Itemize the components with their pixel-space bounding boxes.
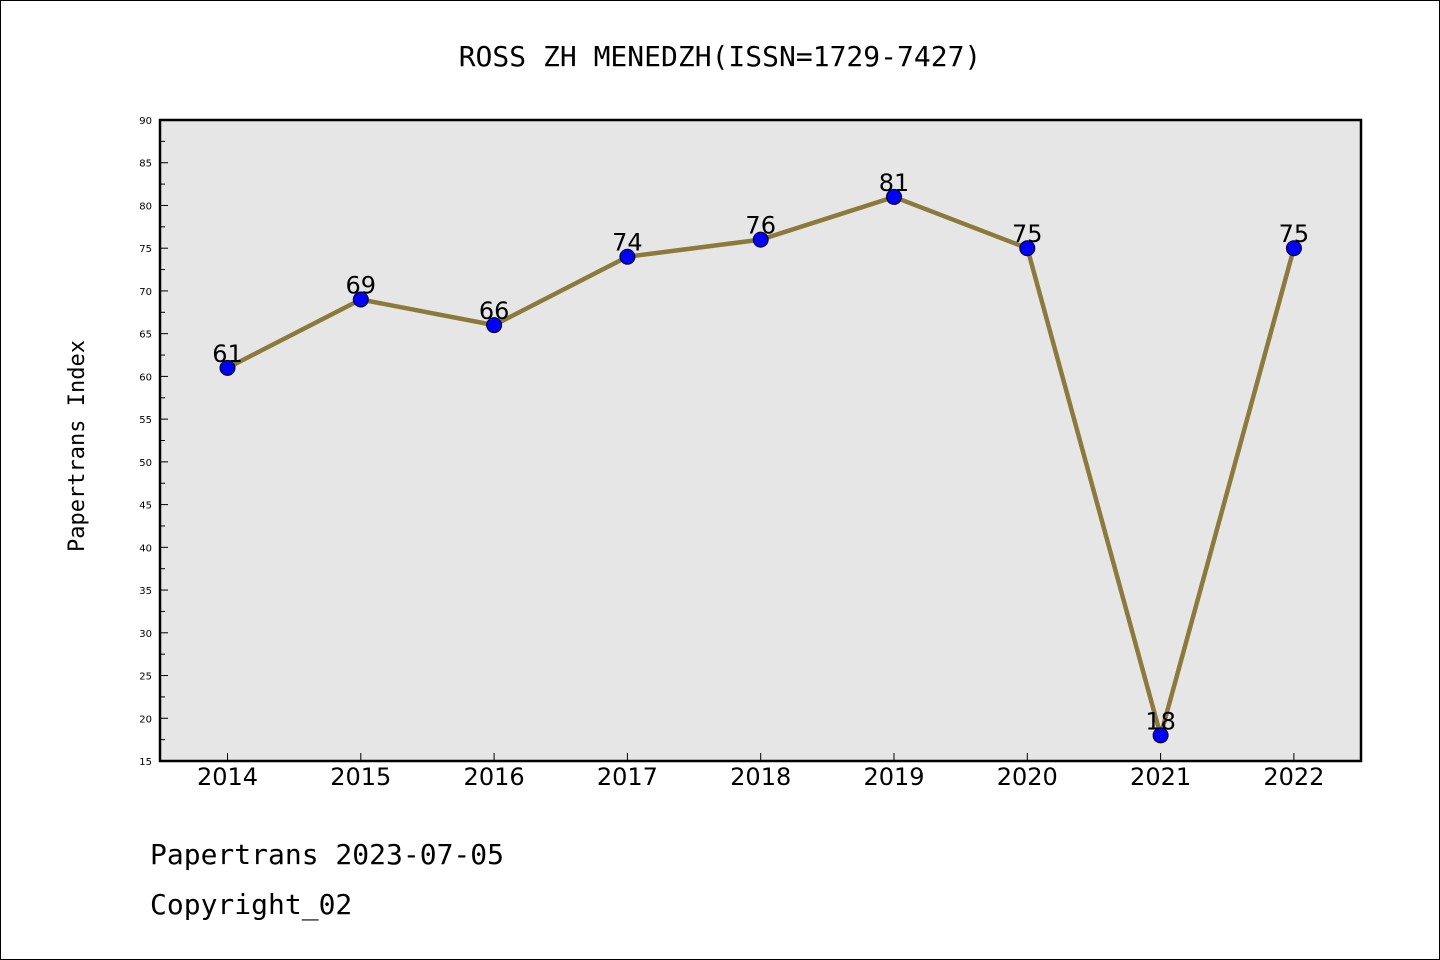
data-point-marker — [1285, 240, 1302, 257]
y-tick-label: 90 — [139, 116, 152, 127]
data-label: 66 — [479, 297, 510, 325]
y-axis: 15 20 25 30 35 40 45 50 55 60 65 70 75 80 85 90 — [139, 116, 168, 768]
y-axis-label: Papertrans Index — [65, 340, 90, 552]
x-tick-label: 2014 — [197, 763, 258, 791]
y-tick-label: 55 — [139, 415, 152, 426]
x-tick-label: 2017 — [597, 763, 658, 791]
y-tick-label: 30 — [139, 629, 152, 640]
data-label: 75 — [1279, 220, 1310, 248]
footer-copyright: Copyright_02 — [150, 888, 352, 922]
data-label: 18 — [1145, 707, 1176, 735]
footer-date: Papertrans 2023-07-05 — [150, 838, 504, 871]
data-label: 81 — [879, 169, 910, 197]
plot-border — [158, 118, 1363, 763]
data-label: 61 — [212, 340, 243, 368]
data-point-marker — [1019, 240, 1036, 257]
y-tick-label: 75 — [139, 244, 152, 255]
data-point-marker — [752, 231, 769, 248]
data-label: 69 — [346, 271, 377, 299]
plot-area — [160, 120, 1361, 761]
y-tick-label: 35 — [139, 586, 152, 597]
chart-title: ROSS ZH MENEDZH(ISSN=1729-7427) — [459, 40, 982, 73]
x-tick-label: 2015 — [330, 763, 391, 791]
y-tick-label: 65 — [139, 330, 152, 341]
data-point-marker — [1152, 727, 1169, 744]
data-point-marker — [219, 359, 236, 376]
data-point-marker — [486, 317, 503, 334]
x-tick-label: 2019 — [863, 763, 924, 791]
data-point-marker — [619, 248, 636, 265]
data-label: 74 — [612, 229, 643, 257]
x-tick-label: 2022 — [1263, 763, 1324, 791]
x-tick-label: 2018 — [730, 763, 791, 791]
y-tick-label: 20 — [139, 714, 152, 725]
data-point-marker — [886, 188, 902, 205]
series-group: 61 69 66 74 76 81 75 18 75 — [212, 169, 1310, 744]
y-tick-label: 80 — [139, 201, 152, 212]
data-label: 76 — [745, 212, 776, 240]
x-axis: 2014 2015 2016 2017 2018 2019 2020 2021 2022 — [197, 753, 1324, 791]
x-tick-label: 2020 — [997, 763, 1058, 791]
y-tick-label: 45 — [139, 501, 152, 512]
y-tick-label: 25 — [139, 672, 152, 683]
y-tick-label: 15 — [139, 757, 152, 768]
data-label: 75 — [1012, 220, 1043, 248]
y-tick-label: 60 — [139, 372, 152, 383]
x-tick-label: 2016 — [464, 763, 525, 791]
y-tick-label: 85 — [139, 159, 152, 170]
y-tick-label: 70 — [139, 287, 152, 298]
data-point-marker — [352, 291, 369, 308]
y-tick-label: 50 — [139, 458, 152, 469]
y-tick-label: 40 — [139, 543, 152, 554]
x-tick-label: 2021 — [1130, 763, 1191, 791]
